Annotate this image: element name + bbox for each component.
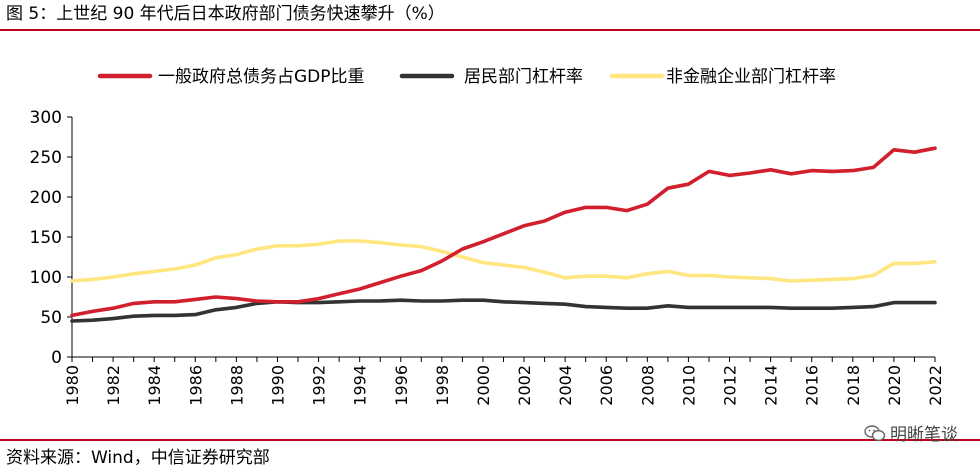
x-tick-label: 1998: [433, 365, 452, 406]
x-tick-label: 1980: [63, 365, 82, 406]
source-note: 资料来源：Wind，中信证券研究部: [6, 448, 270, 468]
x-tick-label: 2012: [721, 365, 740, 406]
y-tick-label: 200: [30, 188, 62, 208]
figure-title: 图 5：上世纪 90 年代后日本政府部门债务快速攀升（%）: [6, 4, 445, 24]
y-tick-label: 0: [51, 348, 62, 368]
y-tick-label: 50: [40, 308, 62, 328]
y-tick-label: 100: [30, 268, 62, 288]
wechat-icon: [864, 424, 886, 441]
series-line-0: [70, 146, 937, 318]
x-tick-label: 2010: [679, 365, 698, 406]
legend-label-0: 一般政府总债务占GDP比重: [158, 67, 365, 87]
x-tick-label: 2020: [885, 365, 904, 406]
y-tick-label: 250: [30, 148, 62, 168]
x-tick-label: 2004: [556, 365, 575, 406]
series-line-1: [70, 298, 937, 323]
watermark-text: 明晰笔谈: [890, 425, 958, 445]
x-tick-label: 1990: [268, 365, 287, 406]
x-tick-label: 2018: [844, 365, 863, 406]
x-tick-label: 2022: [926, 365, 945, 406]
legend-label-1: 居民部门杠杆率: [464, 67, 583, 87]
x-tick-label: 2000: [474, 365, 493, 406]
x-tick-label: 1984: [145, 365, 164, 406]
watermark: 明晰笔谈: [864, 420, 958, 445]
x-tick-label: 1992: [310, 365, 329, 406]
x-tick-label: 2014: [762, 365, 781, 406]
x-tick-label: 1988: [227, 365, 246, 406]
x-tick-label: 1994: [351, 365, 370, 406]
x-tick-label: 1986: [186, 365, 205, 406]
legend-label-2: 非金融企业部门杠杆率: [666, 67, 836, 87]
bottom-rule: [0, 439, 980, 441]
x-tick-label: 2006: [597, 365, 616, 406]
x-tick-label: 1982: [104, 365, 123, 406]
x-tick-label: 2002: [515, 365, 534, 406]
series-line-2: [70, 239, 937, 283]
x-tick-label: 2016: [803, 365, 822, 406]
x-tick-label: 2008: [638, 365, 657, 406]
top-rule: [0, 29, 980, 31]
x-tick-label: 1996: [392, 365, 411, 406]
y-tick-label: 150: [30, 228, 62, 248]
y-tick-label: 300: [30, 108, 62, 128]
